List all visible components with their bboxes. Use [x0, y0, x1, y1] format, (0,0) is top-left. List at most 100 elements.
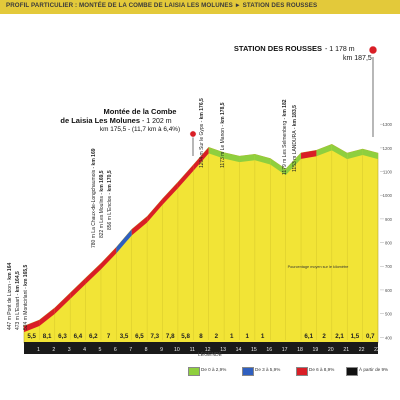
- summit-annotation-combe: Montée de la Combe de Laisia Les Molunes…: [60, 107, 197, 156]
- segment-gradient-label: 2,1: [335, 333, 344, 340]
- y-tick-label: 1200: [383, 146, 393, 151]
- gradient-band-segment: [254, 154, 271, 165]
- x-tick-label: 10: [174, 347, 180, 353]
- legend-swatch-black: [346, 367, 358, 376]
- x-tick-label: 18: [297, 347, 303, 353]
- landmark-label: 524 m Montcirlant - km 165,5: [23, 264, 29, 330]
- gradient-band-segment: [162, 182, 178, 205]
- y-axis: 400 500 600 700 800 900 1000 1100 1200 1300: [380, 122, 393, 340]
- x-tick-label: 17: [282, 347, 288, 353]
- gradient-band-segment: [131, 216, 148, 236]
- summit1-name-line2: de Laisia Les Molunes: [60, 116, 140, 125]
- landmark-km: km 169: [91, 148, 97, 165]
- x-tick-label: 9: [160, 347, 163, 353]
- landmark-place: 1179 m Les Selmenberg -: [282, 116, 288, 175]
- base-strip: [24, 342, 378, 354]
- x-tick-label: 3: [68, 347, 71, 353]
- legend-label-0-2: De 0 à 2,9%: [201, 367, 227, 372]
- y-tick-label: 1300: [383, 122, 393, 127]
- landmark-place: 473 m L'Essart -: [15, 292, 21, 330]
- segment-gradient-label: 7,8: [166, 333, 175, 340]
- segment-gradient-label: 1: [245, 333, 249, 340]
- landmark-label: 1173 m Le Manon - km 178,5: [220, 102, 226, 168]
- x-tick-label: 4: [83, 347, 86, 353]
- landmark-place: 822 m Les Moulins -: [99, 192, 105, 238]
- legend-label-6-8: De 6 à 8,9%: [309, 367, 335, 372]
- gradient-band-segment: [316, 144, 332, 157]
- landmark-km: km 170,5: [107, 170, 113, 191]
- gradient-band-segment: [70, 278, 86, 299]
- summit2-detail: km 187,5: [343, 55, 372, 62]
- legend-label-3-5: De 3 à 5,9%: [255, 367, 281, 372]
- landmark-km: km 176,5: [199, 98, 205, 119]
- segment-gradient-label: 2: [322, 333, 326, 340]
- profile-title: PROFIL PARTICULIER : MONTÉE DE LA COMBE …: [6, 2, 318, 9]
- gradient-band-segment: [39, 307, 55, 326]
- landmark-label: 822 m Les Moulins - km 169,5: [99, 170, 105, 238]
- segment-gradient-label: 1: [261, 333, 265, 340]
- segment-gradient-label: 6,4: [74, 333, 83, 340]
- x-tick-label: 12: [205, 347, 211, 353]
- summit2-name: STATION DES ROUSSES: [234, 44, 322, 53]
- y-tick-label: 800: [385, 241, 393, 246]
- landmark-km: km 178,5: [220, 102, 226, 123]
- legend-swatch-red: [296, 367, 308, 376]
- landmark-place: 524 m Montcirlant -: [23, 286, 29, 330]
- landmark-place: 1153 m LANDURA -: [292, 126, 298, 172]
- y-tick-label: 700: [385, 264, 393, 269]
- x-tick-label: 15: [251, 347, 257, 353]
- y-tick-label: 900: [385, 217, 393, 222]
- segment-gradient-label: 7: [107, 333, 111, 340]
- y-tick-label: 400: [385, 335, 393, 340]
- gradient-band-segment: [331, 144, 348, 160]
- landmark-km: km 183,5: [292, 105, 298, 126]
- summit1-detail: km 175,5 - (11,7 km à 6,4%): [100, 126, 180, 133]
- x-tick-label: 2: [52, 347, 55, 353]
- landmark-km: km 164,5: [15, 271, 21, 292]
- summit1-name-line1: Montée de la Combe: [104, 107, 177, 116]
- base-bar: [24, 342, 378, 354]
- landmark-label: 1204 m Sur le Gyps - km 176,5: [199, 98, 205, 168]
- gradient-band-segment: [347, 149, 363, 160]
- x-tick-label: 23: [374, 347, 380, 353]
- segment-gradient-label: 6,1: [304, 333, 313, 340]
- y-tick-label: 1100: [383, 170, 393, 175]
- x-tick-label: 13: [220, 347, 226, 353]
- landmark-place: 1204 m Sur le Gyps -: [199, 119, 205, 168]
- x-tick-label: 14: [236, 347, 242, 353]
- landmark-place: 780 m La Chaux-de-Longchaumois -: [91, 165, 97, 248]
- segment-gradient-label: 8: [199, 333, 203, 340]
- terrain-fill: [23, 143, 379, 344]
- x-tick-label: 19: [313, 347, 319, 353]
- gradient-band-segment: [208, 147, 225, 159]
- segment-gradient-label: 6,3: [58, 333, 67, 340]
- landmark-label: 447 m Pont de Lizon - km 164: [7, 263, 13, 330]
- x-tick-label: 8: [145, 347, 148, 353]
- landmark-km: km 182: [282, 99, 288, 116]
- segment-gradient-label: 8,1: [43, 333, 52, 340]
- gradient-band-segment: [239, 154, 255, 163]
- y-tick-label: 600: [385, 288, 393, 293]
- x-axis: 1 2 3 4 5 6 7 8 9 10 11 12 13 14 15 16 17 18 19 20 21 22 23: [37, 347, 380, 353]
- summit-annotation-rousses: STATION DES ROUSSES - 1 178 m km 187,5: [234, 44, 378, 137]
- x-tick-label: 1: [37, 347, 40, 353]
- gradient-band-segment: [270, 158, 286, 176]
- gradient-band-segment: [193, 147, 209, 171]
- gradient-band-segment: [100, 247, 117, 270]
- segment-gradient-label: 3,5: [120, 333, 129, 340]
- gradient-band-segment: [116, 229, 132, 254]
- gradient-band-segment: [24, 319, 40, 333]
- gradient-band-segment: [85, 263, 101, 285]
- segment-gradient-label: 6,2: [89, 333, 98, 340]
- landmark-label: 1153 m LANDURA - km 183,5: [292, 105, 298, 172]
- segment-gradient-label: 2: [215, 333, 219, 340]
- x-tick-label: 7: [129, 347, 132, 353]
- segment-gradient-label: 7,3: [151, 333, 160, 340]
- gradient-band-segment: [285, 152, 302, 176]
- legend: LÉGENDE De 0 à 2,9% De 3 à 5,9% De 6 à 8…: [180, 352, 395, 396]
- segment-gradient-labels: 5,5 8,1 6,3 6,4 6,2 7 3,5 6,5 7,3 7,8 5,8 8 2 1 1 1 6,1 2…: [27, 333, 375, 340]
- gradient-bands: [24, 144, 378, 333]
- landmark-km: km 169,5: [99, 170, 105, 191]
